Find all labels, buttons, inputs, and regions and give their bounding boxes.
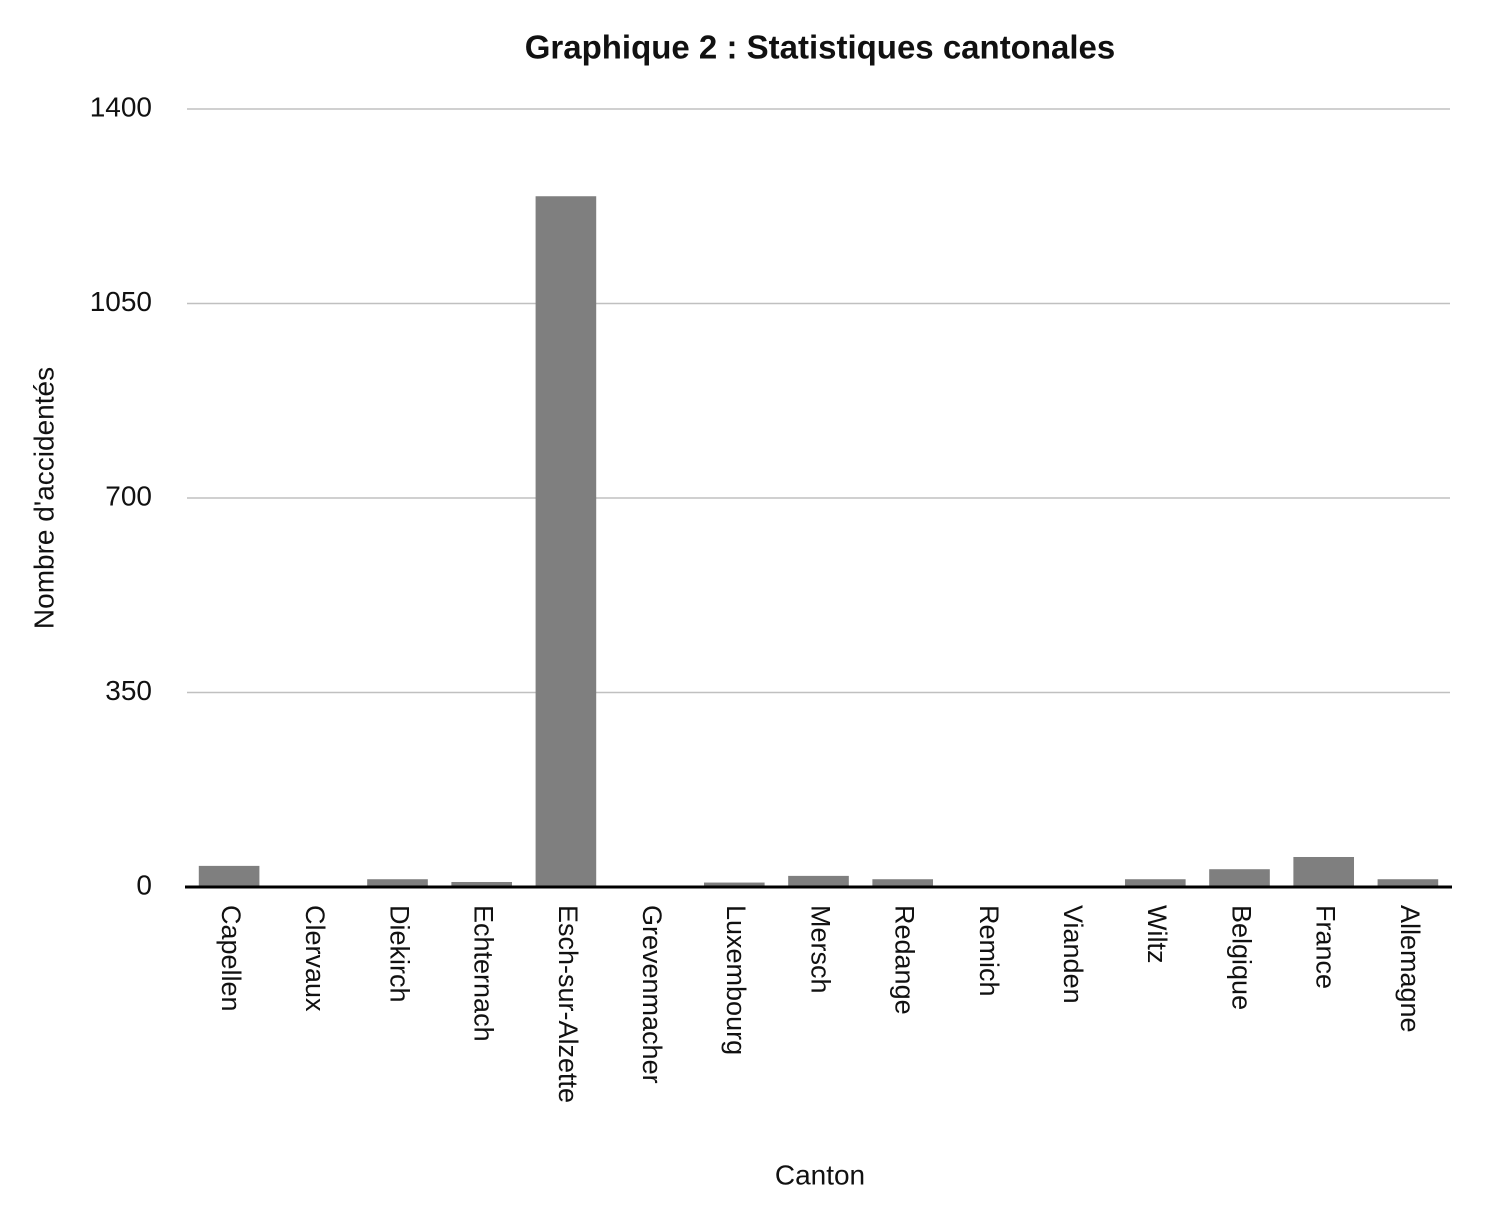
y-axis-label: Nombre d'accidentés (28, 367, 59, 629)
x-tick-label: Wiltz (1142, 905, 1172, 963)
x-tick-label: Vianden (1058, 905, 1088, 1004)
y-tick-label: 1050 (90, 286, 152, 317)
bar (872, 879, 934, 887)
y-tick-label: 350 (105, 675, 152, 706)
bar (451, 881, 513, 887)
bar (1377, 879, 1439, 887)
y-tick-label: 700 (105, 480, 152, 511)
x-tick-label: Clervaux (300, 905, 330, 1012)
x-tick-label: Allemagne (1395, 905, 1425, 1033)
chart-title: Graphique 2 : Statistiques cantonales (525, 29, 1115, 66)
bar (535, 196, 597, 888)
bar (788, 875, 849, 887)
x-axis-label: Canton (775, 1159, 865, 1190)
x-tick-label: Remich (974, 905, 1004, 997)
y-tick-label: 1400 (90, 91, 152, 122)
x-tick-label: Grevenmacher (637, 905, 667, 1084)
bar (1209, 869, 1270, 887)
x-tick-label: Luxembourg (721, 905, 751, 1055)
x-tick-label: Belgique (1226, 905, 1256, 1010)
x-tick-label: Echternach (469, 905, 499, 1042)
x-tick-label: Diekirch (384, 905, 414, 1003)
bar (1124, 879, 1186, 887)
x-tick-label: Capellen (216, 905, 246, 1012)
y-tick-label: 0 (136, 869, 152, 900)
x-tick-label: Redange (890, 905, 920, 1015)
bar (198, 865, 260, 887)
x-tick-label: France (1311, 905, 1341, 989)
bar (367, 879, 428, 887)
bar (1293, 856, 1355, 887)
x-tick-label: Mersch (805, 905, 835, 994)
bar (703, 882, 765, 887)
x-tick-label: Esch-sur-Alzette (553, 905, 583, 1103)
